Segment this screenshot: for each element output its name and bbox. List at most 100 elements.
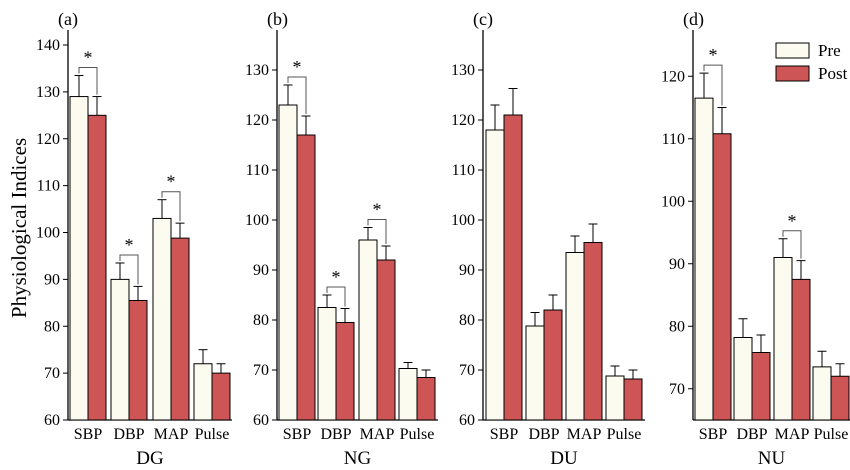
bar-post [713,134,731,420]
x-tick-label: MAP [154,426,189,443]
significance-bracket [79,67,97,94]
significance-label: * [373,200,382,220]
y-tick-label: 120 [245,112,269,129]
x-tick-label: MAP [775,426,810,443]
bar-post [624,379,642,420]
x-tick-label: DBP [736,426,767,443]
y-axis-label: Physiological Indices [7,138,31,318]
x-axis-label: NG [344,448,372,469]
x-tick-label: DBP [113,426,144,443]
bar-pre [606,376,624,420]
bar-pre [566,253,584,421]
y-tick-label: 110 [452,162,475,179]
y-tick-label: 60 [253,412,269,429]
significance-label: * [293,57,302,77]
x-tick-label: SBP [74,426,103,443]
bar-post [584,243,602,421]
y-tick-label: 70 [44,365,60,382]
y-tick-label: 80 [253,312,269,329]
significance-label: * [125,235,134,255]
bar-pre [70,97,88,420]
bar-pre [813,367,831,420]
bar-post [544,310,562,420]
significance-bracket [327,287,345,307]
y-tick-label: 60 [459,412,475,429]
bar-pre [695,98,713,420]
legend-label-pre: Pre [818,41,841,60]
x-tick-label: Pulse [814,426,849,443]
bar-pre [318,308,336,421]
legend-swatch-post [776,66,809,81]
bar-post [129,300,147,420]
chart-panel: (a) 60 70 80 90 100 110 120 130 140 SBP DBP MAP Pulse… [36,9,232,469]
y-tick-label: 130 [36,84,60,101]
legend-swatch-pre [776,43,809,58]
x-tick-label: SBP [699,426,728,443]
x-tick-label: Pulse [195,426,230,443]
x-axis-label: NU [758,448,786,469]
y-tick-label: 70 [253,362,269,379]
x-tick-label: DBP [320,426,351,443]
bar-pre [153,218,171,420]
y-tick-label: 90 [44,271,60,288]
bar-post [831,376,849,420]
y-tick-label: 120 [451,112,475,129]
y-tick-label: 130 [451,62,475,79]
bar-post [504,115,522,420]
x-axis-label: DG [136,448,164,469]
bar-pre [399,369,417,421]
significance-label: * [332,267,341,287]
y-tick-label: 80 [44,318,60,335]
bar-post [417,378,435,421]
y-tick-label: 70 [459,362,475,379]
x-tick-label: MAP [360,426,395,443]
panel-label: (d) [683,9,704,30]
significance-label: * [84,47,93,67]
bar-pre [111,279,129,420]
y-tick-label: 110 [662,131,685,148]
y-tick-label: 80 [459,312,475,329]
bar-pre [194,364,212,420]
y-tick-label: 90 [459,262,475,279]
bar-post [377,260,395,420]
y-tick-label: 80 [669,318,685,335]
bar-pre [774,258,792,421]
y-tick-label: 100 [245,212,269,229]
panel-label: (c) [473,9,493,30]
y-tick-label: 100 [451,212,475,229]
x-tick-label: SBP [283,426,312,443]
y-tick-label: 140 [36,37,60,54]
x-axis-label: DU [550,448,578,469]
bar-post [171,238,189,420]
significance-bracket [162,192,180,221]
significance-bracket [783,231,801,259]
x-tick-label: Pulse [400,426,435,443]
chart-panel: (c) 60 70 80 90 100 110 120 130 SBP DBP MAP Pulse DU [451,9,645,469]
legend: Pre Post [776,41,848,83]
y-tick-label: 60 [44,412,60,429]
y-tick-label: 110 [37,178,60,195]
bar-post [88,115,106,420]
significance-label: * [167,172,176,192]
bar-pre [359,240,377,420]
bar-post [792,279,810,420]
bar-pre [734,338,752,421]
bar-pre [526,326,544,420]
bar-post [297,135,315,420]
y-tick-label: 100 [36,225,60,242]
y-tick-label: 90 [253,262,269,279]
significance-label: * [709,45,718,65]
y-tick-label: 110 [246,162,269,179]
panel-label: (a) [58,9,78,30]
x-tick-label: SBP [490,426,519,443]
panel-label: (b) [267,9,288,30]
x-tick-label: DBP [528,426,559,443]
bar-post [336,323,354,421]
bar-post [212,373,230,420]
y-tick-label: 120 [661,68,685,85]
legend-label-post: Post [818,64,848,83]
bar-post [752,353,770,421]
y-tick-label: 120 [36,131,60,148]
